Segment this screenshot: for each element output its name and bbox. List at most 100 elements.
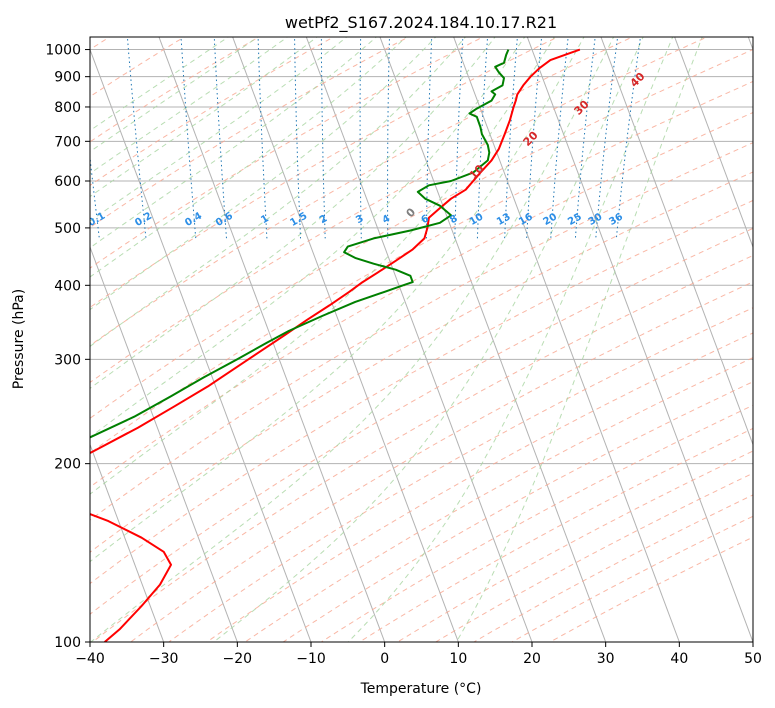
- dry-adiabat-line: [90, 37, 260, 143]
- mixing-ratio-label: 20: [541, 211, 559, 228]
- dry-adiabat-line: [90, 37, 709, 384]
- mixing-ratio-label: 36: [607, 211, 625, 228]
- moist-adiabat-line: [90, 37, 555, 495]
- mixing-ratio-label: 30: [587, 211, 605, 228]
- mixing-ratio-label: 0.4: [183, 211, 204, 229]
- moist-adiabat-label: 10: [467, 162, 487, 182]
- moist-adiabat-line: [90, 37, 467, 348]
- chart-title: wetPf2_S167.2024.184.10.17.R21: [285, 13, 557, 33]
- mixing-ratio-line: [320, 37, 326, 239]
- moist-adiabat-line: [90, 37, 585, 563]
- dry-adiabat-line: [90, 80, 753, 454]
- mixing-ratio-label: 25: [566, 211, 584, 228]
- dry-adiabat-line: [129, 281, 753, 642]
- mixing-ratio-line: [615, 37, 642, 239]
- mixing-ratio-line: [257, 37, 268, 239]
- x-tick-label: 10: [449, 651, 467, 667]
- isotherm-line: [158, 37, 386, 642]
- isotherm-line: [453, 37, 680, 642]
- isotherm-line: [90, 245, 238, 642]
- mixing-ratio-line: [294, 37, 301, 239]
- mixing-ratio-label: 0.6: [214, 211, 235, 229]
- mixing-ratio-label: 1: [259, 213, 271, 226]
- moist-adiabat-line: [90, 37, 318, 198]
- dry-adiabat-line: [90, 37, 485, 269]
- moist-adiabat-line: [90, 37, 348, 222]
- dry-adiabat-line: [282, 381, 753, 642]
- mixing-ratio-line: [476, 37, 489, 239]
- dry-adiabat-line: [90, 227, 753, 615]
- isotherm-line: [600, 37, 753, 446]
- moist-adiabat-line: [90, 37, 378, 249]
- mixing-ratio-label: 4: [381, 213, 393, 226]
- mixing-ratio-label: 3: [354, 213, 366, 226]
- y-tick-label: 700: [54, 134, 81, 150]
- isotherm-line: [232, 37, 459, 642]
- isotherm-line: [305, 37, 533, 642]
- dry-adiabat-line: [90, 49, 753, 419]
- isotherm-line: [379, 37, 607, 642]
- moist-adiabat-line: [455, 37, 703, 642]
- moist-adiabat-line: [90, 37, 407, 278]
- moist-adiabat-line: [90, 37, 289, 175]
- plot-area: 0.10.20.40.611.52346810131620253036-100-…: [90, 37, 753, 642]
- series-layer: [90, 48, 581, 642]
- x-tick-label: 30: [597, 651, 615, 667]
- background-lines: [90, 37, 753, 642]
- x-tick-label: −20: [223, 651, 253, 667]
- y-tick-label: 300: [54, 352, 81, 368]
- dewpoint-line: [90, 49, 510, 439]
- y-tick-label: 1000: [45, 43, 81, 59]
- mixing-ratio-line: [454, 37, 464, 239]
- dry-adiabat-line: [320, 404, 753, 642]
- dry-adiabat-line: [90, 37, 335, 186]
- moist-adiabat-label: 20: [521, 129, 541, 149]
- dry-adiabat-line: [90, 171, 753, 553]
- moist-adiabat-line: [213, 37, 644, 642]
- temperature-line: [90, 48, 581, 642]
- mixing-ratio-label: 8: [448, 213, 460, 226]
- x-tick-label: 40: [670, 651, 688, 667]
- isotherm-line: [526, 37, 753, 642]
- isotherm-line: [747, 37, 753, 51]
- y-tick-label: 400: [54, 278, 81, 294]
- y-tick-label: 200: [54, 457, 81, 473]
- mixing-ratio-line: [504, 37, 518, 239]
- y-axis-ticks: 100 200 300 400 500 600 700 800 900 1000: [45, 43, 90, 651]
- moist-adiabat-line: [90, 37, 259, 153]
- mixing-ratio-label: 6: [419, 213, 431, 226]
- x-tick-label: −30: [149, 651, 179, 667]
- x-tick-label: −10: [296, 651, 326, 667]
- mixing-ratio-line: [126, 37, 147, 239]
- y-tick-label: 100: [54, 635, 81, 651]
- y-tick-label: 600: [54, 174, 81, 190]
- mixing-ratio-label: 10: [468, 211, 486, 228]
- dry-adiabat-line: [510, 515, 753, 642]
- dry-adiabat-line: [434, 472, 753, 642]
- mixing-ratio-line: [574, 37, 596, 239]
- y-tick-label: 500: [54, 221, 81, 237]
- moist-adiabat-line: [90, 37, 437, 311]
- dry-adiabat-line: [90, 199, 753, 585]
- mixing-ratio-label: 2: [318, 213, 330, 226]
- mixing-ratio-line: [595, 37, 619, 239]
- mixing-ratio-line: [425, 37, 433, 239]
- moist-adiabat-line: [90, 37, 230, 132]
- x-tick-label: −40: [75, 651, 105, 667]
- y-tick-label: 800: [54, 100, 81, 116]
- dry-adiabat-line: [206, 332, 753, 642]
- isotherm-line: [674, 37, 753, 249]
- mixing-ratio-line: [213, 37, 227, 239]
- x-tick-label: 50: [744, 651, 762, 667]
- mixing-ratio-line: [387, 37, 391, 239]
- x-axis-label: Temperature (°C): [360, 681, 482, 697]
- mixing-ratio-line: [359, 37, 362, 239]
- x-tick-label: 20: [523, 651, 541, 667]
- moist-adiabat-line: [90, 37, 526, 438]
- mixing-ratio-label: 13: [495, 211, 513, 228]
- y-tick-label: 900: [54, 70, 81, 86]
- dry-adiabat-line: [90, 142, 753, 521]
- plot-frame: [89, 36, 754, 643]
- mixing-ratio-line: [180, 37, 197, 239]
